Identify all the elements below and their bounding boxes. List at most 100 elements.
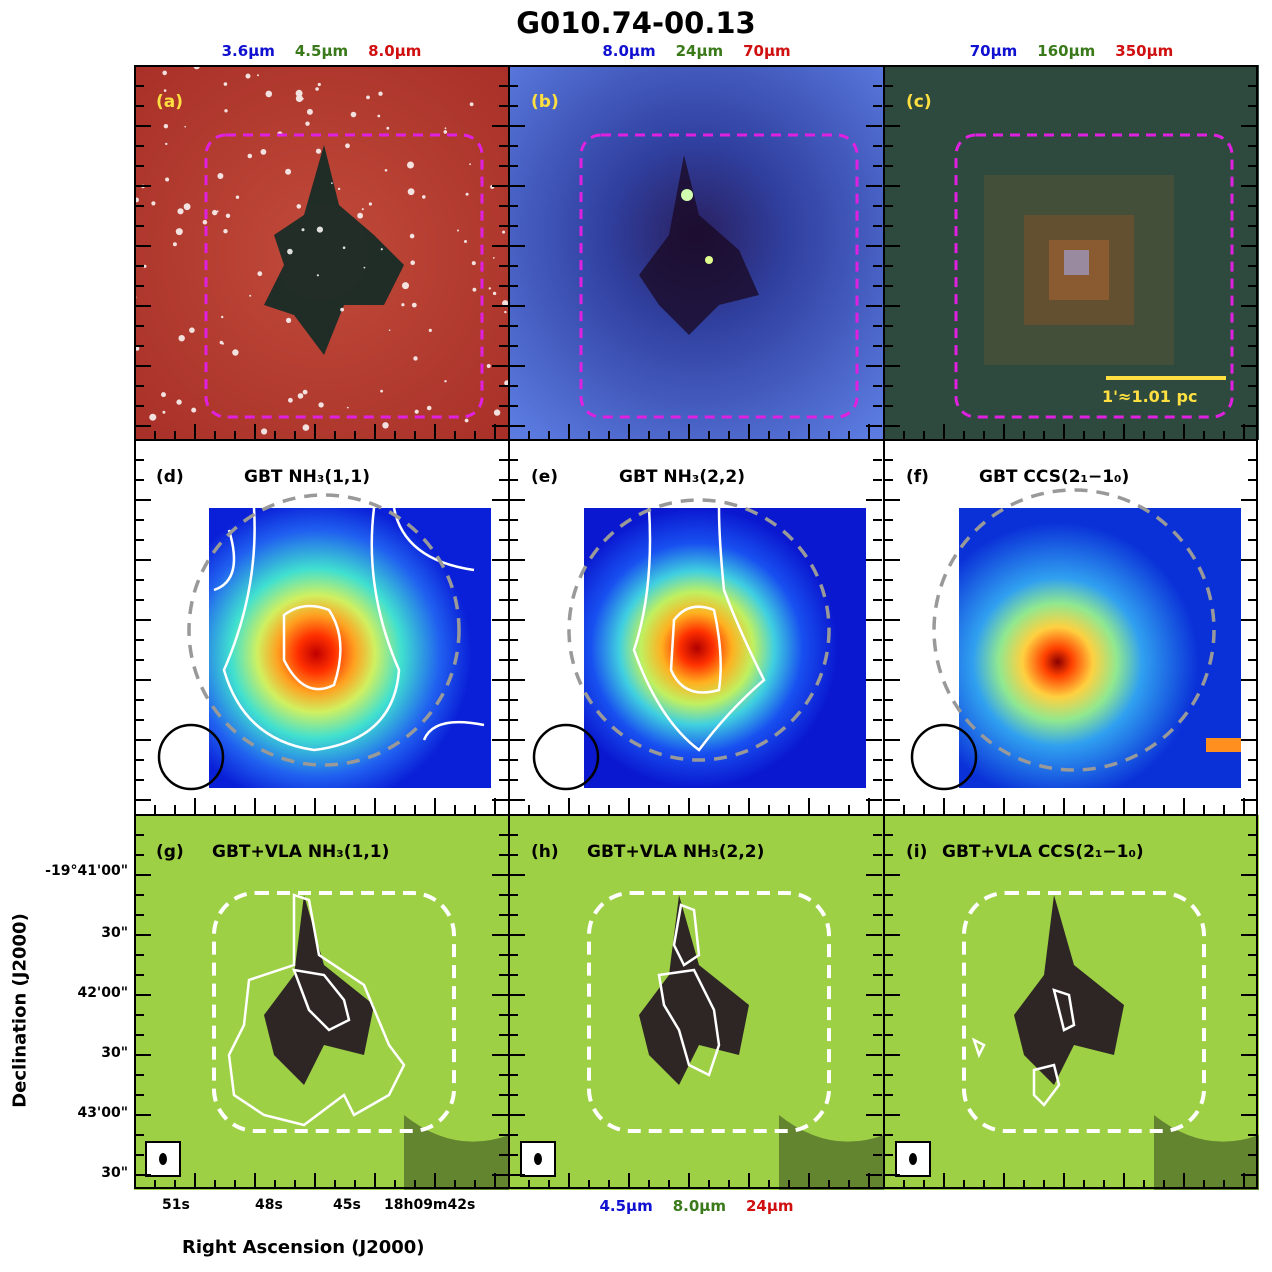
star [488, 287, 491, 290]
star [465, 192, 469, 196]
panel-i-tag: (i) [906, 842, 928, 862]
star [183, 203, 191, 211]
panel-h-tag: (h) [531, 842, 559, 862]
wavelengths-a: 3.6µm 4.5µm 8.0µm [221, 42, 422, 60]
dec-tick-label: -19°41'00" [45, 863, 128, 879]
star [380, 248, 383, 251]
star [225, 213, 231, 218]
star [217, 173, 224, 179]
star [386, 126, 390, 130]
star [407, 161, 414, 169]
star [316, 274, 319, 277]
star [316, 226, 323, 233]
star [219, 340, 223, 345]
star [384, 169, 388, 172]
star [361, 208, 364, 211]
star [504, 380, 509, 386]
star [413, 356, 418, 361]
star [257, 271, 263, 277]
star [285, 168, 292, 175]
star [315, 148, 322, 154]
star [165, 142, 168, 146]
star [464, 418, 469, 423]
star [444, 127, 447, 130]
star [184, 125, 186, 128]
star [189, 327, 195, 334]
star [380, 389, 383, 393]
ra-tick-label: 18h09m42s [384, 1197, 476, 1213]
panel-c-tag: (c) [906, 92, 932, 112]
star [318, 402, 324, 408]
panel-f-ccs-gbt: (f) GBT CCS(2₁−1₀) [884, 440, 1259, 815]
x-axis-title: Right Ascension (J2000) [182, 1237, 425, 1258]
star [402, 282, 409, 290]
star [378, 91, 383, 96]
star [382, 422, 389, 429]
star [212, 209, 218, 216]
star [504, 310, 507, 314]
star [286, 317, 292, 323]
star [176, 399, 182, 405]
star [296, 204, 302, 209]
star [346, 406, 349, 409]
wavelengths-c: 70µm 160µm 350µm [969, 42, 1174, 60]
star [151, 201, 156, 206]
star [260, 149, 267, 155]
star [191, 407, 197, 413]
panel-i-ccs-combined: (i) GBT+VLA CCS(2₁−1₀) [884, 815, 1259, 1190]
star [331, 182, 333, 184]
star [428, 328, 432, 332]
star [221, 315, 224, 319]
star [486, 364, 491, 368]
panel-g-tag: (g) [156, 842, 184, 862]
star [469, 163, 471, 166]
star [317, 82, 321, 87]
star [502, 300, 509, 307]
star [302, 389, 308, 395]
dec-tick-label: 43'00" [77, 1105, 128, 1121]
panel-f-tag: (f) [906, 467, 929, 487]
star [414, 409, 419, 414]
figure-title: G010.74-00.13 [516, 6, 756, 40]
star [223, 229, 228, 234]
star [295, 94, 303, 103]
star [409, 233, 415, 239]
star [287, 248, 293, 255]
panel-a-tag: (a) [156, 92, 184, 112]
star [178, 335, 185, 342]
star [232, 349, 239, 356]
star [363, 266, 366, 269]
dec-tick-label: 30" [101, 1045, 128, 1061]
star [337, 187, 341, 191]
star [410, 260, 416, 265]
star [368, 202, 372, 206]
star [426, 405, 432, 411]
star [202, 219, 208, 225]
star [257, 74, 259, 77]
panel-d-tag: (d) [156, 467, 184, 487]
star [350, 111, 357, 118]
panel-g-title: GBT+VLA NH₃(1,1) [212, 842, 390, 862]
star [357, 212, 363, 219]
panel-e-tag: (e) [531, 467, 559, 487]
star [177, 208, 184, 215]
panel-h-nh3-22-combined: (h) GBT+VLA NH₃(2,2) [509, 815, 884, 1190]
star [247, 153, 253, 159]
star [301, 228, 305, 232]
star [401, 303, 405, 307]
star [165, 177, 170, 182]
dec-tick-label: 30" [101, 1165, 128, 1181]
star [297, 393, 304, 399]
panel-e-title: GBT NH₃(2,2) [619, 467, 745, 487]
star [224, 109, 228, 113]
star [407, 188, 415, 196]
star [149, 413, 157, 421]
star [306, 108, 313, 115]
star [472, 287, 477, 292]
star [305, 121, 310, 126]
star [464, 240, 467, 243]
ra-tick-label: 51s [162, 1197, 190, 1213]
panel-c-ir-image: (c) 1'≈1.01 pc [884, 65, 1259, 440]
ra-tick-label: 45s [333, 1197, 361, 1213]
panel-h-title: GBT+VLA NH₃(2,2) [587, 842, 765, 862]
